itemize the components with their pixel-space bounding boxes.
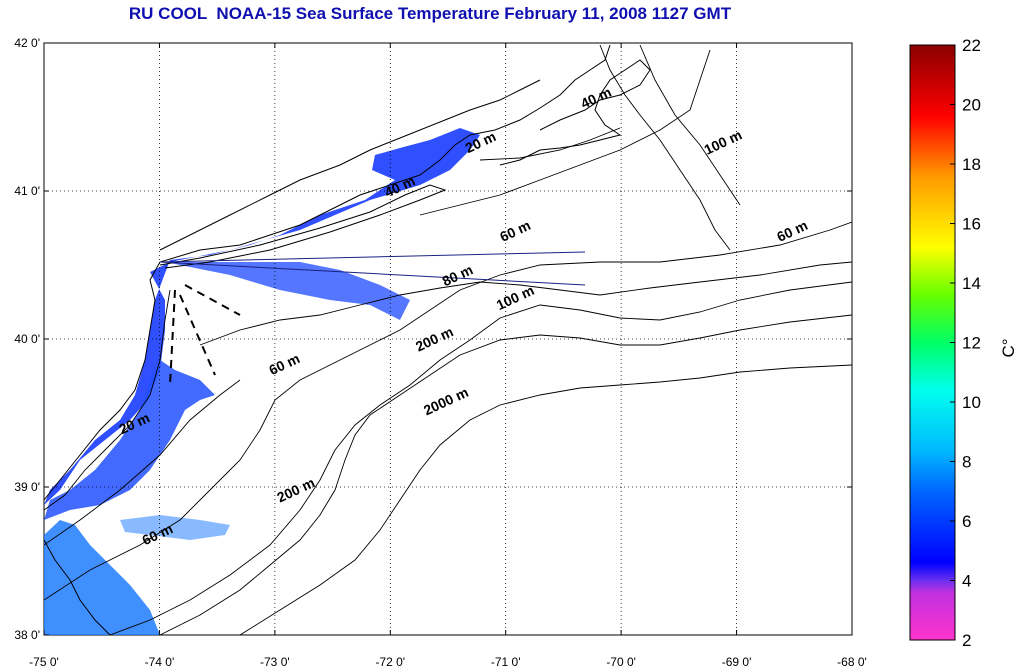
contour-80m <box>199 261 852 346</box>
colorbar-tick-label: 10 <box>962 393 981 412</box>
colorbar-tick-label: 12 <box>962 334 981 353</box>
colorbar-tick-label: 6 <box>962 512 971 531</box>
sst-swath-south-speckle <box>120 515 230 540</box>
lat-tick-label: 40 0' <box>14 332 40 346</box>
lat-tick-label: 42 0' <box>14 36 40 50</box>
sst-swath-south <box>44 520 160 635</box>
colorbar-tick-label: 22 <box>962 36 981 55</box>
colorbar-ticks: 22 20 18 16 14 12 10 8 6 4 2 <box>950 36 981 650</box>
map-grid <box>44 43 852 635</box>
lon-tick-label: -75 0' <box>29 655 59 669</box>
colorbar-tick-label: 20 <box>962 96 981 115</box>
contour-20m <box>44 127 621 511</box>
colorbar-tick-label: 4 <box>962 572 971 591</box>
coastline-ct <box>159 79 541 251</box>
coastline-long-island <box>159 184 447 269</box>
colorbar-tick-label: 8 <box>962 453 971 472</box>
sst-swath-nj-coast <box>44 128 480 505</box>
lon-tick-label: -72 0' <box>375 655 405 669</box>
lon-tick-label: -70 0' <box>606 655 636 669</box>
transect-line-2 <box>159 261 586 286</box>
contour-georges <box>599 44 741 251</box>
transect-dash-1 <box>169 289 176 386</box>
transect-line-1 <box>159 251 586 263</box>
sst-swath-nj-wide <box>44 360 215 520</box>
lat-tick-label: 39 0' <box>14 480 40 494</box>
sst-swath-hudson <box>165 262 410 320</box>
coastline-cape-cod <box>499 59 651 166</box>
lon-tick-label: -68 0' <box>837 655 867 669</box>
colorbar-tick-label: 18 <box>962 155 981 174</box>
contour-200m <box>159 314 852 635</box>
transect-dash-2 <box>179 294 216 376</box>
coastline <box>44 44 611 501</box>
colorbar-unit-label: C° <box>999 338 1016 357</box>
contour-2000m <box>239 364 852 635</box>
colorbar-tick-label: 16 <box>962 215 981 234</box>
colorbar <box>909 44 956 641</box>
lat-tick-label: 41 0' <box>14 184 40 198</box>
contour-60m <box>44 221 852 601</box>
lon-tick-label: -74 0' <box>145 655 175 669</box>
contour-40m <box>44 49 711 546</box>
coastline-de-bay <box>44 539 111 635</box>
transect-dash-3 <box>184 284 241 316</box>
lon-tick-label: -73 0' <box>260 655 290 669</box>
colorbar-tick-label: 2 <box>962 631 971 650</box>
contour-100m <box>109 281 852 635</box>
lat-tick-label: 38 0' <box>14 628 40 642</box>
lon-tick-label: -69 0' <box>722 655 752 669</box>
map-content <box>44 44 852 635</box>
map-ticks: -75 0' -74 0' -73 0' -72 0' -71 0' -70 0' -69 … <box>14 36 866 669</box>
lon-tick-label: -71 0' <box>491 655 521 669</box>
colorbar-tick-label: 14 <box>962 274 981 293</box>
map-title: RU COOL NOAA-15 Sea Surface Temperature … <box>128 4 732 23</box>
